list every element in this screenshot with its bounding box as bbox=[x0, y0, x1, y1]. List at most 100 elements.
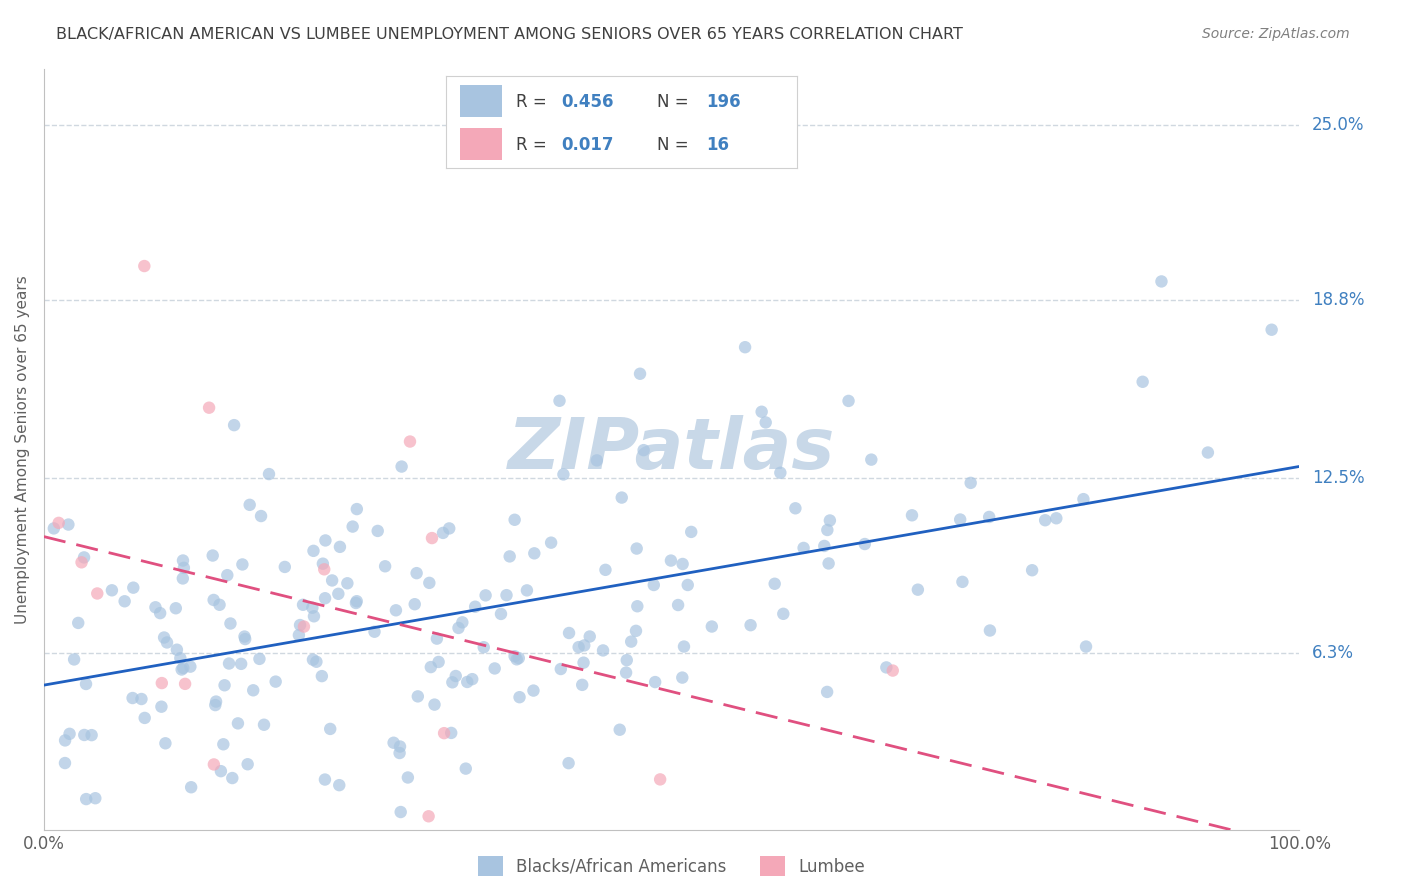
Point bbox=[173, 561, 195, 575]
Point bbox=[58, 517, 80, 532]
Point bbox=[233, 632, 256, 646]
Point bbox=[233, 630, 256, 644]
Point bbox=[169, 651, 191, 665]
Point bbox=[540, 535, 562, 549]
Point bbox=[592, 643, 614, 657]
Point bbox=[882, 664, 904, 678]
Point bbox=[305, 655, 328, 669]
Point bbox=[180, 780, 202, 795]
Point bbox=[217, 568, 239, 582]
Text: 25.0%: 25.0% bbox=[1312, 116, 1364, 134]
Point bbox=[499, 549, 522, 564]
Point bbox=[785, 501, 807, 516]
Point bbox=[396, 771, 419, 785]
Point bbox=[201, 549, 224, 563]
Point bbox=[179, 659, 201, 673]
Point bbox=[122, 581, 145, 595]
Point bbox=[495, 588, 517, 602]
Point bbox=[979, 624, 1001, 638]
Text: 6.3%: 6.3% bbox=[1312, 644, 1354, 662]
Point bbox=[557, 756, 579, 771]
Point bbox=[586, 453, 609, 467]
Point bbox=[172, 571, 194, 585]
Point bbox=[219, 616, 242, 631]
Point bbox=[433, 726, 456, 740]
Point bbox=[813, 539, 835, 553]
Point bbox=[202, 593, 225, 607]
Point bbox=[239, 498, 262, 512]
Point bbox=[67, 615, 90, 630]
Point bbox=[134, 711, 156, 725]
Point bbox=[419, 660, 441, 674]
Point bbox=[952, 574, 974, 589]
Text: Source: ZipAtlas.com: Source: ZipAtlas.com bbox=[1202, 27, 1350, 41]
Point bbox=[75, 677, 97, 691]
Point bbox=[818, 513, 841, 527]
Point bbox=[208, 598, 231, 612]
Point bbox=[420, 531, 443, 545]
Point bbox=[73, 728, 96, 742]
Point bbox=[389, 805, 412, 819]
Point bbox=[336, 576, 359, 591]
Point bbox=[853, 537, 876, 551]
Point bbox=[659, 553, 682, 567]
Point bbox=[624, 624, 647, 638]
Point bbox=[643, 578, 665, 592]
Point bbox=[329, 540, 352, 554]
Point bbox=[405, 566, 427, 581]
Point bbox=[150, 699, 173, 714]
Point bbox=[574, 639, 596, 653]
Point bbox=[454, 762, 477, 776]
Point bbox=[763, 576, 786, 591]
Point bbox=[231, 558, 253, 572]
Point bbox=[772, 607, 794, 621]
Point bbox=[423, 698, 446, 712]
Point bbox=[149, 606, 172, 620]
Point bbox=[550, 662, 572, 676]
Point bbox=[568, 640, 591, 654]
Point bbox=[838, 393, 860, 408]
Point bbox=[209, 764, 232, 779]
Point bbox=[226, 716, 249, 731]
Point bbox=[451, 615, 474, 630]
Point bbox=[815, 523, 838, 537]
Point bbox=[391, 459, 413, 474]
Point bbox=[1033, 513, 1056, 527]
Point bbox=[751, 405, 773, 419]
Point bbox=[464, 599, 486, 614]
Point bbox=[595, 563, 617, 577]
Point bbox=[73, 550, 96, 565]
Point bbox=[346, 594, 368, 608]
Point bbox=[734, 340, 756, 354]
Point bbox=[253, 717, 276, 731]
Point bbox=[484, 661, 506, 675]
Point bbox=[432, 525, 454, 540]
Point bbox=[817, 557, 839, 571]
Point bbox=[242, 683, 264, 698]
Point bbox=[174, 677, 197, 691]
Point bbox=[901, 508, 924, 523]
Point bbox=[150, 676, 173, 690]
Point bbox=[42, 521, 65, 535]
Point bbox=[553, 467, 575, 482]
Point bbox=[319, 722, 342, 736]
Point bbox=[205, 695, 228, 709]
Point bbox=[650, 772, 672, 787]
Point bbox=[489, 607, 512, 621]
Point bbox=[616, 653, 638, 667]
Point bbox=[671, 671, 693, 685]
Point bbox=[404, 597, 426, 611]
Point bbox=[949, 512, 972, 526]
Point bbox=[314, 562, 336, 576]
Point bbox=[165, 601, 187, 615]
Point bbox=[385, 603, 408, 617]
Point bbox=[53, 733, 76, 747]
Point bbox=[292, 598, 315, 612]
Point bbox=[1197, 445, 1219, 459]
Point bbox=[202, 757, 225, 772]
Point bbox=[461, 672, 484, 686]
Point bbox=[426, 632, 449, 646]
Point bbox=[447, 621, 470, 635]
Point bbox=[516, 583, 538, 598]
Point bbox=[406, 690, 429, 704]
